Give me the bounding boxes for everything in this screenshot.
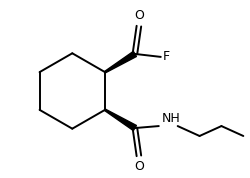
Polygon shape bbox=[104, 109, 136, 131]
Polygon shape bbox=[104, 51, 136, 73]
Text: NH: NH bbox=[162, 112, 180, 125]
Text: O: O bbox=[134, 160, 144, 173]
Text: O: O bbox=[134, 9, 144, 22]
Text: F: F bbox=[163, 50, 170, 63]
